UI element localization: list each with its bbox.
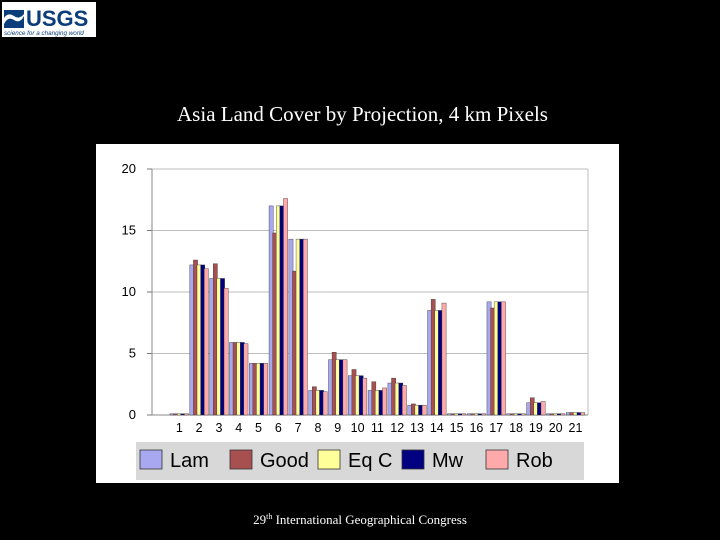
y-tick-label: 20: [122, 161, 136, 176]
footer: 29th International Geographical Congress: [0, 512, 720, 528]
bar: [223, 288, 229, 416]
legend-swatch: [139, 449, 163, 470]
bar: [461, 413, 467, 416]
x-tick-label: 15: [450, 421, 464, 435]
bar: [501, 301, 506, 416]
footer-text: International Geographical Congress: [272, 512, 467, 527]
bar: [560, 413, 566, 416]
bar: [382, 387, 387, 416]
x-tick-label: 17: [489, 421, 503, 435]
bar: [441, 302, 447, 416]
x-tick-label: 21: [569, 421, 583, 435]
x-tick-label: 16: [469, 421, 483, 435]
x-tick-label: 5: [255, 421, 262, 435]
footer-suffix: th: [266, 512, 273, 521]
legend-label: Rob: [516, 450, 553, 472]
legend-swatch: [401, 449, 425, 470]
legend-swatch: [229, 449, 253, 470]
bar: [580, 412, 585, 416]
x-tick-label: 13: [410, 421, 424, 435]
legend-label: Good: [260, 450, 309, 472]
bar: [402, 385, 407, 416]
bar: [520, 413, 526, 416]
logo-wordmark: USGS: [26, 6, 88, 31]
y-tick-label: 15: [122, 223, 136, 238]
logo-tagline: science for a changing world: [4, 30, 84, 37]
x-tick-label: 14: [430, 421, 444, 435]
legend-label: Lam: [170, 450, 209, 472]
x-tick-label: 7: [295, 421, 302, 435]
bar: [421, 404, 427, 416]
x-tick-label: 4: [235, 421, 242, 435]
bar: [184, 413, 189, 416]
y-tick-label: 10: [122, 284, 136, 299]
bar: [263, 363, 269, 416]
x-tick-label: 19: [529, 421, 543, 435]
bar: [322, 391, 328, 416]
footer-number: 29: [253, 512, 267, 527]
bar: [243, 343, 249, 416]
legend-label: Eq C: [348, 450, 392, 472]
bar: [481, 413, 486, 416]
x-tick-label: 18: [509, 421, 523, 435]
x-tick-label: 11: [371, 421, 384, 435]
x-tick-label: 6: [275, 421, 282, 435]
legend-swatch: [485, 449, 509, 470]
x-tick-label: 12: [390, 421, 404, 435]
legend-swatch: [317, 449, 341, 470]
bar: [283, 198, 288, 416]
x-tick-label: 2: [196, 421, 203, 435]
legend-background: [136, 442, 584, 480]
bar: [303, 238, 308, 416]
x-tick-label: 3: [215, 421, 222, 435]
x-tick-label: 20: [549, 421, 563, 435]
chart-panel: 0 5 10 15 20 1 2 3 4 5 6 7 8 9 10 11 12 13 14 15 16 17 18 19 20 2…: [96, 144, 619, 483]
y-tick-label: 0: [129, 407, 136, 422]
x-tick-label: 9: [334, 421, 341, 435]
x-tick-label: 10: [351, 421, 365, 435]
x-tick-label: 8: [314, 421, 321, 435]
legend-label: Mw: [432, 450, 464, 472]
y-tick-label: 5: [129, 346, 136, 361]
bar: [204, 268, 209, 416]
usgs-logo: USGS science for a changing world: [2, 2, 96, 37]
bar: [342, 359, 348, 416]
bar: [540, 401, 546, 416]
bar: [362, 377, 368, 416]
slide-title: Asia Land Cover by Projection, 4 km Pixe…: [177, 102, 548, 126]
x-tick-label: 1: [176, 421, 183, 435]
